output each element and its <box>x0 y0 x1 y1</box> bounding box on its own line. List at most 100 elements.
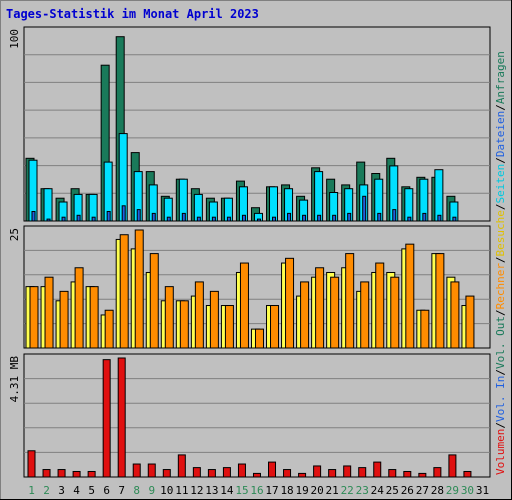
x-day-label: 15 <box>235 484 248 497</box>
bar-seiten-day-26 <box>407 216 412 222</box>
bar-seiten-day-22 <box>347 212 352 222</box>
bar-volumen-day-10 <box>162 469 171 478</box>
bar-seiten-day-17 <box>272 216 277 222</box>
bar-volumen-day-17 <box>268 461 277 478</box>
x-day-label: 29 <box>446 484 459 497</box>
legend-segment: / <box>494 203 507 210</box>
bar-seiten-day-13 <box>211 216 216 222</box>
x-day-label: 13 <box>205 484 218 497</box>
bar-seiten-day-25 <box>392 209 397 222</box>
bar-seiten-day-24 <box>377 212 382 222</box>
legend-segment: Seiten <box>494 164 507 204</box>
bar-rechner-day-16 <box>254 328 264 349</box>
bar-volumen-day-16 <box>252 472 261 478</box>
legend-segment: Besuche <box>494 210 507 256</box>
x-day-label: 2 <box>43 484 50 497</box>
bar-rechner-day-28 <box>435 253 445 349</box>
x-day-label: 16 <box>250 484 263 497</box>
y-axis-max-label: 4.31 MB <box>8 356 21 403</box>
bar-rechner-day-17 <box>270 305 280 349</box>
legend-segment: Vol. Out <box>494 316 507 369</box>
bar-rechner-day-12 <box>194 281 204 349</box>
bar-rechner-day-29 <box>450 281 460 349</box>
bar-seiten-day-12 <box>196 216 201 222</box>
bar-volumen-day-18 <box>283 469 292 478</box>
x-day-label: 28 <box>431 484 444 497</box>
x-day-label: 18 <box>280 484 293 497</box>
bar-volumen-day-3 <box>57 469 66 478</box>
x-day-label: 7 <box>118 484 125 497</box>
x-day-label: 30 <box>461 484 474 497</box>
x-day-label: 9 <box>148 484 155 497</box>
panel-bottom-frame <box>23 353 491 478</box>
right-legend-text: Volumen/Vol. In/Vol. Out/Rechner/Besuche… <box>494 51 507 475</box>
bar-seiten-day-9 <box>151 212 156 222</box>
bar-seiten-day-5 <box>91 216 96 222</box>
bar-dateien-day-26 <box>404 188 414 222</box>
x-day-label: 10 <box>160 484 173 497</box>
bar-volumen-day-26 <box>403 470 412 478</box>
panel-bottom: 4.31 MB <box>8 353 491 478</box>
bar-volumen-day-12 <box>192 467 201 478</box>
bar-volumen-day-20 <box>313 465 322 478</box>
bar-volumen-day-1 <box>27 450 36 478</box>
bar-seiten-day-15 <box>241 214 246 222</box>
bar-rechner-day-21 <box>330 276 340 349</box>
bar-seiten-day-14 <box>226 216 231 222</box>
x-day-label: 4 <box>73 484 80 497</box>
x-day-label: 21 <box>326 484 339 497</box>
right-legend-vertical: Volumen/Vol. In/Vol. Out/Rechner/Besuche… <box>494 51 507 475</box>
panel-middle: 25 <box>8 225 491 349</box>
chart-panels: 100 25 4.31 MB <box>8 26 491 478</box>
bar-rechner-day-24 <box>375 262 385 349</box>
bar-rechner-day-1 <box>29 286 39 349</box>
legend-segment: Rechner <box>494 263 507 310</box>
legend-segment: / <box>494 422 507 429</box>
bar-rechner-day-3 <box>59 290 69 349</box>
bar-seiten-day-7 <box>121 205 126 222</box>
bar-rechner-day-2 <box>44 276 54 349</box>
bar-seiten-day-3 <box>61 216 66 222</box>
x-day-label: 11 <box>175 484 188 497</box>
bar-rechner-day-18 <box>285 257 295 349</box>
bar-rechner-day-10 <box>164 286 174 349</box>
bar-volumen-day-19 <box>298 472 307 478</box>
bar-rechner-day-23 <box>360 281 370 349</box>
legend-segment: Anfragen <box>494 51 507 104</box>
x-day-label: 1 <box>28 484 35 497</box>
bar-seiten-day-29 <box>452 216 457 222</box>
y-axis-max-label: 100 <box>8 29 21 49</box>
x-day-label: 25 <box>386 484 399 497</box>
legend-segment: / <box>494 157 507 164</box>
x-day-label: 23 <box>356 484 369 497</box>
x-day-label: 5 <box>88 484 95 497</box>
bar-rechner-day-30 <box>465 295 475 349</box>
bar-dateien-day-28 <box>434 169 444 222</box>
bar-rechner-day-7 <box>119 234 129 349</box>
bar-volumen-day-8 <box>132 463 141 478</box>
bar-volumen-day-13 <box>207 469 216 478</box>
x-day-label: 8 <box>133 484 140 497</box>
x-axis-day-labels: 1 2 3 4 5 6 7 8 9 10 11 12 13 14 15 16 17 18 19 20 21 22 23 24 2… <box>28 484 489 497</box>
bar-seiten-day-28 <box>437 214 442 222</box>
bar-rechner-day-4 <box>74 267 84 349</box>
legend-segment: / <box>494 309 507 316</box>
bar-rechner-day-6 <box>104 309 114 349</box>
bar-rechner-day-15 <box>239 262 249 349</box>
x-day-label: 22 <box>341 484 354 497</box>
bar-volumen-day-23 <box>358 467 367 478</box>
bar-volumen-day-27 <box>418 472 427 478</box>
bar-volumen-day-2 <box>42 469 51 478</box>
x-day-label: 17 <box>265 484 278 497</box>
legend-segment: / <box>494 256 507 263</box>
bar-seiten-day-6 <box>106 211 111 222</box>
bar-rechner-day-8 <box>134 229 144 349</box>
bar-seiten-day-8 <box>136 209 141 222</box>
legend-segment: / <box>494 369 507 376</box>
bar-seiten-day-21 <box>332 214 337 222</box>
bar-rechner-day-11 <box>179 300 189 349</box>
bar-dateien-day-2 <box>43 188 53 222</box>
legend-segment: Volumen <box>494 429 507 475</box>
bar-volumen-day-14 <box>222 467 231 478</box>
